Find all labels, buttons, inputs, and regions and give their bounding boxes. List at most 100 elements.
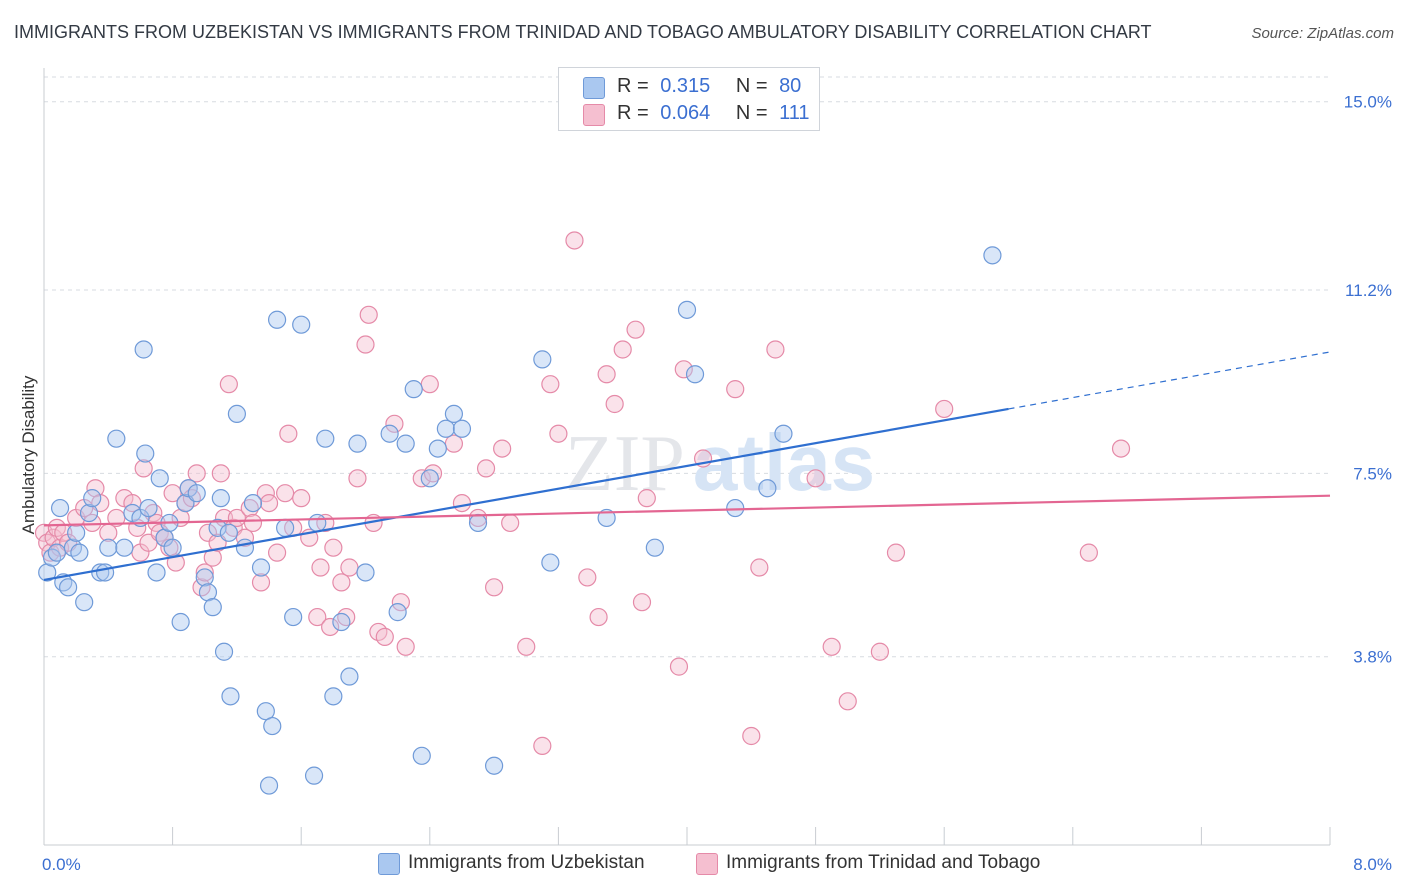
data-point-trinidad bbox=[613, 340, 632, 359]
data-point-uzbekistan bbox=[150, 469, 169, 488]
data-point-trinidad bbox=[187, 464, 206, 483]
data-point-uzbekistan bbox=[263, 716, 282, 736]
data-point-uzbekistan bbox=[47, 543, 66, 562]
data-point-trinidad bbox=[870, 642, 890, 661]
data-point-uzbekistan bbox=[136, 444, 155, 463]
data-point-trinidad bbox=[476, 459, 496, 478]
data-point-uzbekistan bbox=[187, 484, 206, 503]
data-point-trinidad bbox=[267, 543, 287, 562]
data-point-trinidad bbox=[292, 489, 311, 508]
data-point-trinidad bbox=[742, 726, 761, 746]
data-point-trinidad bbox=[375, 627, 394, 646]
bottom-legend-swatch-pink bbox=[696, 853, 718, 875]
legend-r-label: R = bbox=[617, 75, 649, 97]
data-point-uzbekistan bbox=[67, 523, 86, 542]
data-point-trinidad bbox=[750, 558, 769, 577]
data-point-uzbekistan bbox=[677, 300, 697, 319]
data-point-uzbekistan bbox=[645, 538, 664, 557]
data-point-uzbekistan bbox=[171, 612, 190, 632]
data-point-trinidad bbox=[276, 484, 295, 503]
data-point-trinidad bbox=[340, 558, 359, 577]
data-point-uzbekistan bbox=[75, 593, 94, 612]
data-point-trinidad bbox=[259, 493, 279, 513]
bottom-legend-label-uzbekistan: Immigrants from Uzbekistan bbox=[408, 852, 645, 873]
data-point-trinidad bbox=[211, 464, 230, 483]
data-point-uzbekistan bbox=[163, 538, 182, 557]
legend-r-label: R = bbox=[617, 102, 649, 124]
legend-text-uzbekistan: R = 0.315 N = 80 bbox=[617, 75, 801, 98]
data-point-uzbekistan bbox=[147, 563, 166, 582]
data-point-uzbekistan bbox=[308, 513, 327, 533]
data-point-uzbekistan bbox=[211, 489, 230, 508]
data-point-uzbekistan bbox=[208, 518, 227, 537]
tick-labels: 3.8% 7.5% 11.2% 15.0% 0.0% 8.0% bbox=[42, 93, 1392, 874]
x-tick-label-max: 8.0% bbox=[1353, 855, 1392, 874]
legend-swatch-pink bbox=[583, 104, 605, 126]
data-point-trinidad bbox=[726, 380, 745, 399]
data-point-uzbekistan bbox=[292, 315, 311, 334]
data-point-trinidad bbox=[391, 593, 410, 612]
data-point-trinidad bbox=[485, 578, 504, 597]
data-point-uzbekistan bbox=[243, 493, 263, 513]
data-point-uzbekistan bbox=[276, 518, 295, 537]
data-point-uzbekistan bbox=[388, 603, 407, 622]
y-axis-label: Ambulatory Disability bbox=[19, 375, 38, 534]
data-point-trinidad bbox=[541, 375, 560, 394]
data-point-uzbekistan bbox=[332, 612, 351, 632]
data-point-trinidad bbox=[423, 464, 443, 483]
data-point-trinidad bbox=[385, 414, 404, 433]
series-uzbekistan-points bbox=[38, 246, 1002, 795]
data-point-uzbekistan bbox=[412, 746, 431, 765]
data-point-uzbekistan bbox=[221, 687, 240, 706]
data-point-uzbekistan bbox=[59, 578, 78, 597]
data-point-uzbekistan bbox=[83, 489, 102, 508]
data-point-uzbekistan bbox=[251, 558, 271, 577]
axes bbox=[43, 68, 1331, 846]
data-point-trinidad bbox=[597, 365, 616, 384]
data-point-trinidad bbox=[356, 335, 375, 354]
data-point-trinidad bbox=[886, 543, 906, 562]
legend-n-label: N = bbox=[735, 102, 768, 124]
legend-r-value: 0.315 bbox=[660, 75, 711, 97]
data-point-trinidad bbox=[935, 399, 954, 419]
data-point-trinidad bbox=[243, 513, 263, 533]
data-point-trinidad bbox=[44, 528, 63, 547]
data-point-trinidad bbox=[444, 434, 464, 453]
data-point-uzbekistan bbox=[685, 365, 705, 384]
data-point-uzbekistan bbox=[139, 498, 158, 518]
data-point-trinidad bbox=[605, 394, 624, 414]
data-point-trinidad bbox=[766, 340, 785, 359]
data-point-trinidad bbox=[533, 736, 552, 755]
data-point-trinidad bbox=[308, 607, 327, 627]
data-point-uzbekistan bbox=[70, 543, 89, 562]
data-point-trinidad bbox=[251, 573, 271, 592]
trend-lines bbox=[43, 351, 1331, 581]
trend-line-uzbekistan bbox=[43, 407, 1009, 581]
trend-line-trinidad bbox=[43, 494, 1331, 527]
data-point-uzbekistan bbox=[404, 380, 423, 399]
data-point-trinidad bbox=[589, 607, 608, 627]
data-point-trinidad bbox=[348, 469, 367, 488]
data-point-uzbekistan bbox=[95, 563, 115, 582]
data-point-uzbekistan bbox=[726, 498, 745, 518]
data-point-trinidad bbox=[198, 523, 218, 542]
data-point-uzbekistan bbox=[227, 404, 246, 424]
data-point-uzbekistan bbox=[444, 404, 464, 424]
legend-text-trinidad: R = 0.064 N = 111 bbox=[617, 102, 809, 125]
data-point-uzbekistan bbox=[356, 563, 375, 582]
data-point-uzbekistan bbox=[436, 419, 455, 438]
bottom-legend-swatch-blue bbox=[378, 853, 400, 875]
data-point-trinidad bbox=[332, 573, 351, 592]
data-point-uzbekistan bbox=[259, 776, 279, 795]
data-point-uzbekistan bbox=[235, 538, 255, 557]
data-point-uzbekistan bbox=[533, 350, 552, 369]
data-point-uzbekistan bbox=[214, 642, 234, 661]
legend-box: R = 0.315 N = 80 R = 0.064 N = 111 bbox=[558, 67, 820, 131]
data-point-uzbekistan bbox=[428, 439, 447, 458]
data-point-trinidad bbox=[822, 637, 841, 656]
data-point-uzbekistan bbox=[420, 469, 439, 488]
data-point-uzbekistan bbox=[316, 429, 335, 448]
data-point-trinidad bbox=[549, 424, 568, 443]
data-point-trinidad bbox=[279, 424, 298, 443]
data-point-trinidad bbox=[324, 538, 343, 557]
